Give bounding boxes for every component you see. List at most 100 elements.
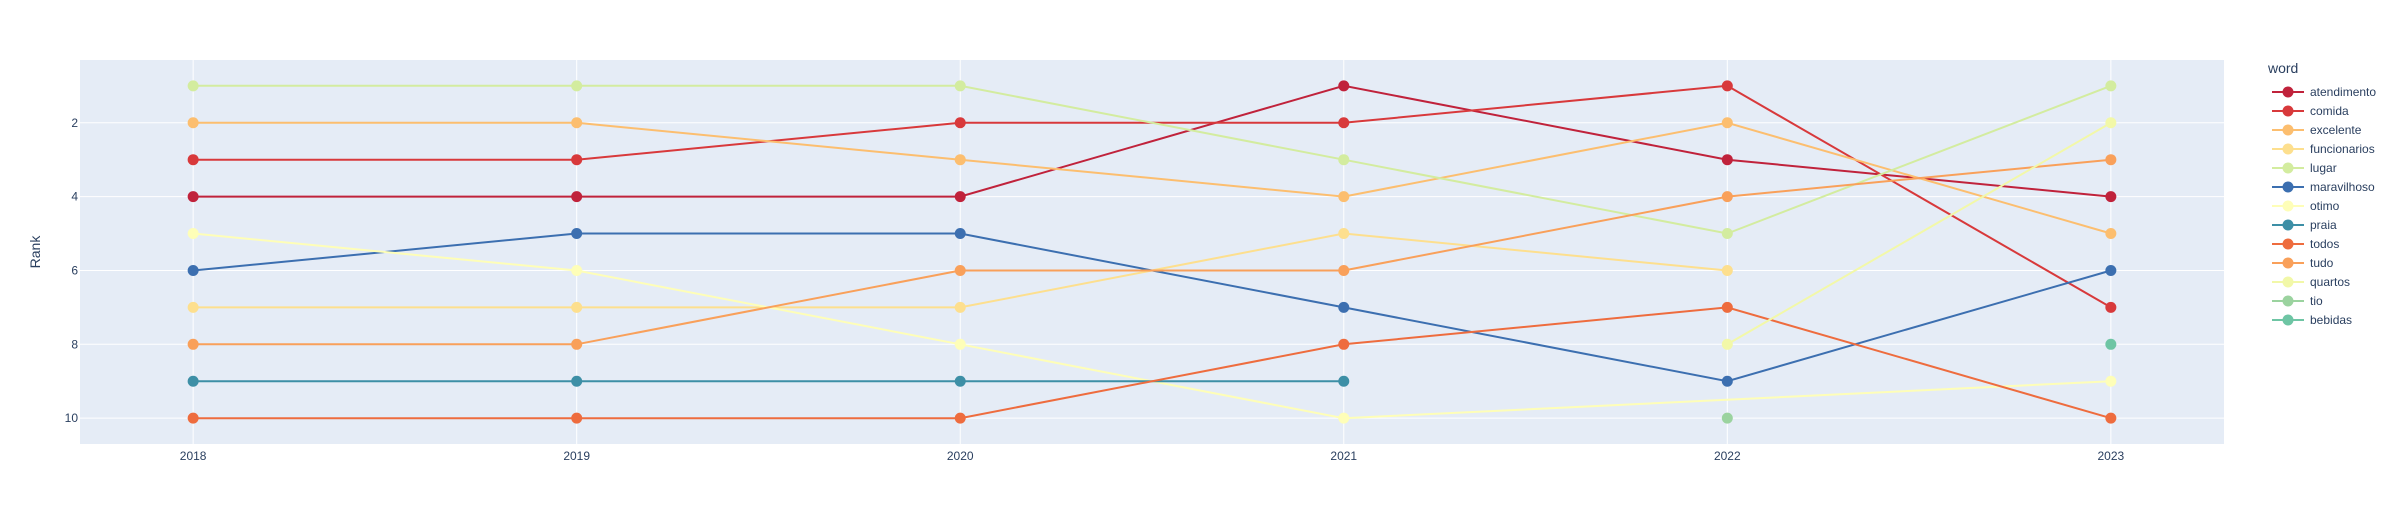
legend-item-tudo[interactable]: tudo (2272, 256, 2334, 270)
data-point-comida (954, 117, 966, 129)
data-point-excelente (954, 154, 966, 166)
x-tick-label: 2020 (947, 449, 974, 463)
legend-swatch-marker (2282, 295, 2294, 307)
series-line-quartos (1726, 121, 2112, 346)
series-bebidas (2105, 338, 2117, 350)
data-point-comida (571, 154, 583, 166)
x-tick-label: 2019 (563, 449, 590, 463)
data-point-lugar (954, 80, 966, 92)
data-point-maravilhoso (954, 228, 966, 240)
data-point-otimo (1338, 412, 1350, 424)
x-tick-label: 2022 (1714, 449, 1741, 463)
data-point-atendimento (571, 191, 583, 203)
data-point-todos (1338, 338, 1350, 350)
legend-title: word (2267, 60, 2298, 76)
legend-swatch-marker (2282, 86, 2294, 98)
legend-item-quartos[interactable]: quartos (2272, 275, 2350, 289)
data-point-lugar (2105, 80, 2117, 92)
data-point-tudo (2105, 154, 2117, 166)
legend-item-maravilhoso[interactable]: maravilhoso (2272, 180, 2375, 194)
y-tick-label: 8 (71, 337, 78, 351)
legend-item-lugar[interactable]: lugar (2272, 161, 2337, 175)
legend-item-atendimento[interactable]: atendimento (2272, 85, 2376, 99)
data-point-funcionarios (571, 301, 583, 313)
legend-swatch-marker (2282, 124, 2294, 136)
data-point-quartos (1721, 338, 1733, 350)
data-point-excelente (2105, 228, 2117, 240)
y-tick-label: 2 (71, 116, 78, 130)
data-point-excelente (1338, 191, 1350, 203)
legend-swatch-marker (2282, 314, 2294, 326)
legend-label: otimo (2310, 199, 2340, 213)
legend-label: comida (2310, 104, 2349, 118)
legend-label: bebidas (2310, 313, 2352, 327)
data-point-excelente (1721, 117, 1733, 129)
legend-item-funcionarios[interactable]: funcionarios (2272, 142, 2375, 156)
data-point-atendimento (1338, 80, 1350, 92)
data-point-otimo (2105, 375, 2117, 387)
legend-label: excelente (2310, 123, 2362, 137)
legend: word atendimento comida excelente funcionar… (2267, 60, 2376, 327)
data-point-quartos (2105, 117, 2117, 129)
series-excelente (187, 117, 2117, 240)
data-point-atendimento (954, 191, 966, 203)
series-atendimento (187, 80, 2117, 203)
data-point-praia (1338, 375, 1350, 387)
legend-label: funcionarios (2310, 142, 2375, 156)
data-point-praia (954, 375, 966, 387)
legend-item-todos[interactable]: todos (2272, 237, 2339, 251)
legend-item-tio[interactable]: tio (2272, 294, 2323, 308)
data-point-funcionarios (1338, 228, 1350, 240)
data-point-maravilhoso (571, 228, 583, 240)
data-point-maravilhoso (187, 264, 199, 276)
data-point-otimo (954, 338, 966, 350)
data-point-tudo (1721, 191, 1733, 203)
legend-item-comida[interactable]: comida (2272, 104, 2349, 118)
series-line-atendimento (193, 84, 2111, 198)
series-line-excelente (193, 121, 2112, 235)
data-point-comida (187, 154, 199, 166)
data-point-lugar (1338, 154, 1350, 166)
data-point-todos (571, 412, 583, 424)
legend-swatch-marker (2282, 200, 2294, 212)
legend-label: atendimento (2310, 85, 2376, 99)
data-point-comida (1721, 80, 1733, 92)
legend-swatch-marker (2282, 162, 2294, 174)
legend-item-praia[interactable]: praia (2272, 218, 2337, 232)
legend-label: todos (2310, 237, 2339, 251)
y-axis-ticks: 2 4 6 8 10 (65, 116, 79, 425)
legend-label: maravilhoso (2310, 180, 2375, 194)
data-point-maravilhoso (2105, 264, 2117, 276)
data-point-excelente (187, 117, 199, 129)
legend-item-otimo[interactable]: otimo (2272, 199, 2340, 213)
legend-label: lugar (2310, 161, 2337, 175)
data-point-otimo (571, 264, 583, 276)
legend-item-excelente[interactable]: excelente (2272, 123, 2362, 137)
legend-swatch-marker (2282, 181, 2294, 193)
series-line-lugar (193, 84, 2112, 235)
x-tick-label: 2023 (2098, 449, 2125, 463)
series-tio (1721, 412, 1733, 424)
data-point-tudo (187, 338, 199, 350)
series-lugar (187, 80, 2117, 240)
legend-item-bebidas[interactable]: bebidas (2272, 313, 2352, 327)
series-otimo (187, 228, 2117, 424)
data-point-todos (187, 412, 199, 424)
series-todos (187, 301, 2117, 424)
data-point-excelente (571, 117, 583, 129)
data-point-funcionarios (954, 301, 966, 313)
data-point-bebidas (2105, 338, 2117, 350)
data-point-praia (187, 375, 199, 387)
series-tudo (187, 154, 2117, 350)
legend-swatch-marker (2282, 276, 2294, 288)
series-quartos (1721, 117, 2117, 350)
legend-swatch-marker (2282, 257, 2294, 269)
y-tick-label: 4 (71, 190, 78, 204)
legend-label: tudo (2310, 256, 2334, 270)
y-axis-title: Rank (27, 235, 43, 269)
x-axis-ticks: 2018 2019 2020 2021 2022 2023 (180, 449, 2125, 463)
legend-swatch-marker (2282, 105, 2294, 117)
data-point-maravilhoso (1338, 301, 1350, 313)
data-point-atendimento (187, 191, 199, 203)
